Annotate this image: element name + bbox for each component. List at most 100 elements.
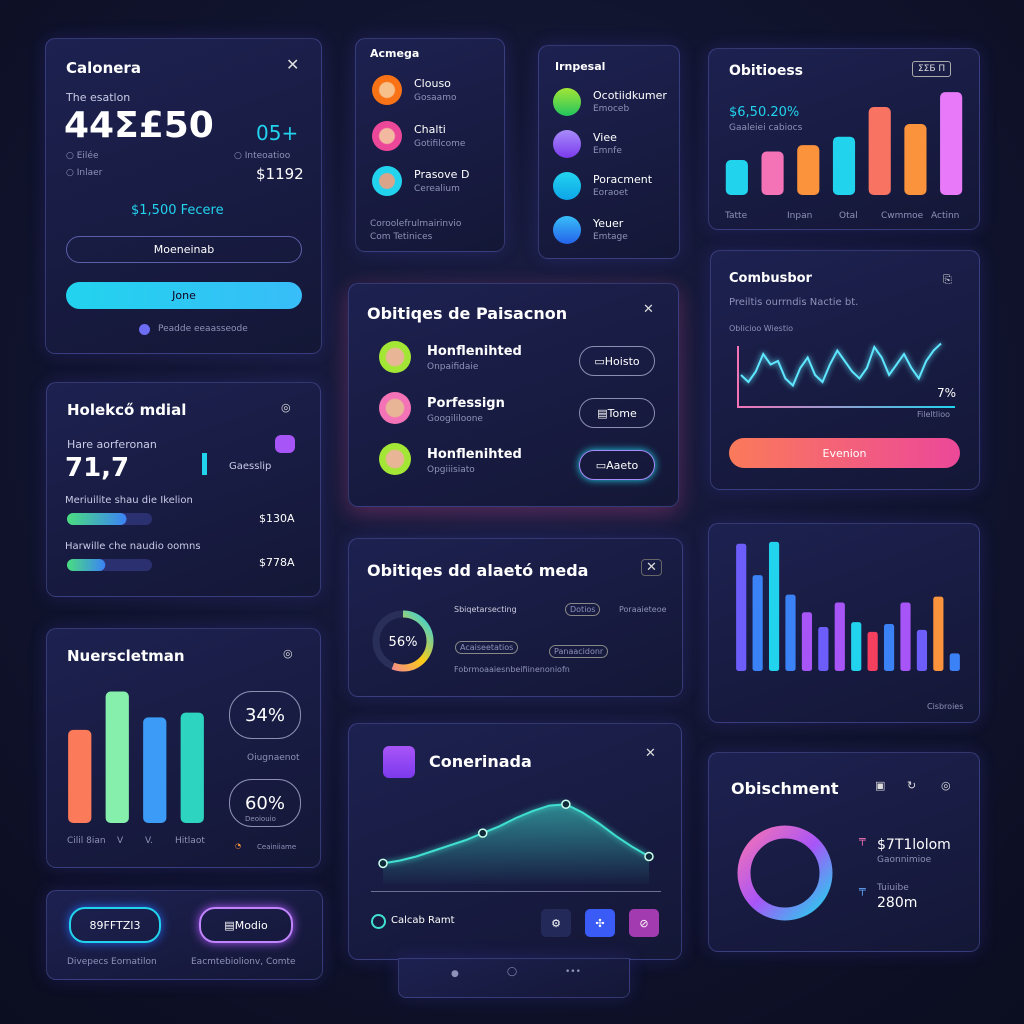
point: [478, 828, 488, 838]
bar: [180, 712, 204, 823]
tool-button[interactable]: ⚙: [541, 909, 571, 937]
label: Eacmtebiolionv, Comte: [191, 957, 296, 967]
bar: [105, 691, 129, 823]
chip: Sbiqetarsecting: [454, 605, 517, 614]
stat: 34%: [229, 691, 301, 739]
icon[interactable]: ▣: [875, 779, 886, 792]
title: Obitiqes de Paisacnon: [367, 304, 568, 323]
card: Combusbor ⎘ Preiltis ourrndis Nactie bt.…: [710, 250, 980, 490]
sub: Opgiiisiato: [427, 465, 475, 475]
sub: Gaaleiei cabiocs: [729, 123, 803, 133]
progress-fill: [67, 559, 106, 571]
card: Obitioess ΣΣБ Π $6,50.20% Gaaleiei cabio…: [708, 48, 980, 230]
option[interactable]: ○ Eilée: [66, 151, 99, 161]
close[interactable]: ✕: [286, 55, 300, 74]
sub: Emnfe: [593, 146, 622, 156]
sub: Preiltis ourrndis Nactie bt.: [729, 297, 859, 308]
icon[interactable]: ⎘: [943, 273, 952, 286]
button[interactable]: Jone: [66, 282, 302, 309]
bar: [143, 717, 167, 823]
icon[interactable]: ◎: [941, 779, 951, 792]
price: $1192: [256, 165, 304, 183]
stat: 280m: [877, 895, 918, 911]
pin: ╤: [859, 833, 866, 846]
button[interactable]: ▤ Modio: [199, 907, 293, 943]
name: Yeuer: [593, 217, 624, 230]
name: Porfessign: [427, 396, 505, 411]
icon[interactable]: ◎: [283, 647, 293, 660]
pin: ╤: [859, 883, 866, 896]
icon[interactable]: ↻: [907, 779, 917, 792]
x-label: V.: [145, 836, 153, 846]
button-label: Modio: [234, 918, 268, 932]
bar: [949, 653, 960, 671]
dot: [139, 324, 150, 335]
close[interactable]: ✕: [643, 302, 654, 317]
dock-icon[interactable]: ◯: [507, 967, 518, 977]
button[interactable]: ▭ Hoisto: [579, 346, 655, 376]
ring: [737, 825, 833, 921]
close[interactable]: ✕: [645, 746, 656, 761]
button[interactable]: Evenion: [729, 438, 960, 468]
title: Calonera: [66, 59, 141, 77]
donut-label: 56%: [389, 635, 418, 650]
icon: [553, 172, 581, 200]
bar: [904, 123, 927, 195]
stat: 60%: [229, 779, 301, 827]
card: Obitiqes de Paisacnon ✕ Honflenihted Onp…: [348, 283, 679, 507]
icon[interactable]: ◎: [281, 401, 291, 414]
button[interactable]: 89FFTZI3: [69, 907, 161, 943]
name: Prasove D: [414, 168, 470, 181]
footer: Ceainiiame: [257, 843, 297, 851]
dock-icon[interactable]: •••: [565, 967, 581, 977]
tool-button[interactable]: ⊘: [629, 909, 659, 937]
avatar: [379, 443, 411, 475]
bar: [818, 626, 829, 671]
bar: [785, 594, 796, 671]
button[interactable]: Moeneinab: [66, 236, 302, 263]
icon: [275, 435, 295, 453]
footer: Fobrmoaaiesnbeifiinenoniofn: [454, 665, 570, 674]
dock: ● ◯ •••: [398, 958, 630, 998]
sub: Onpaifidaie: [427, 362, 479, 372]
close[interactable]: ✕: [641, 559, 662, 576]
line-chart: [740, 342, 942, 388]
chip[interactable]: Acaiseetatios: [455, 641, 519, 654]
button[interactable]: ▤ Tome: [579, 398, 655, 428]
sub: Emtage: [593, 232, 628, 242]
bar: [916, 629, 928, 671]
footer: Com Tetinices: [370, 232, 433, 242]
progress-fill: [67, 513, 127, 525]
icon: [383, 746, 415, 778]
card: Obitiqes dd alaetó meda ✕ 56% Sbiqetarse…: [348, 538, 683, 697]
dock-icon[interactable]: ●: [451, 969, 459, 979]
title: Obitioess: [729, 63, 803, 79]
x-label: Cwmmoe: [881, 211, 924, 221]
name: Honflenihted: [427, 344, 522, 359]
donut: 56%: [372, 610, 434, 672]
card: Irnpesal Ocotiidkumer Emoceb Viee Emnfe …: [538, 45, 680, 259]
chip[interactable]: Panaacidonr: [549, 645, 609, 658]
point: [561, 799, 571, 809]
sub: Googililoone: [427, 414, 483, 424]
bar-chart: [736, 541, 960, 671]
title: Holekcő mdial: [67, 401, 187, 419]
title: Obischment: [731, 779, 839, 798]
legend: Oblicioo Wiestio: [729, 324, 794, 333]
title: Combusbor: [729, 271, 812, 286]
option[interactable]: ○ Inteoatioo: [234, 151, 291, 161]
progress: [67, 513, 152, 525]
tool-button[interactable]: ✣: [585, 909, 615, 937]
x-label: Cilil 8ian: [67, 836, 106, 846]
option[interactable]: ○ Inlaer: [66, 168, 103, 178]
x-label: Actinn: [931, 211, 960, 221]
name: Honflenihted: [427, 447, 522, 462]
label: The esatlon: [66, 91, 131, 104]
chip[interactable]: Dotios: [565, 603, 601, 616]
line: [740, 342, 942, 388]
x-label: Inpan: [787, 211, 813, 221]
bar: [768, 541, 780, 671]
progress: [67, 559, 152, 571]
sub: Gosaamo: [414, 93, 457, 103]
button[interactable]: ▭ Aaeto: [579, 450, 655, 480]
